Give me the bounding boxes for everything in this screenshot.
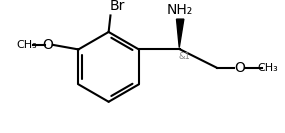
Text: &1: &1 xyxy=(179,52,191,61)
Polygon shape xyxy=(176,19,184,48)
Text: CH₃: CH₃ xyxy=(257,63,278,73)
Text: O: O xyxy=(235,61,245,75)
Text: CH₃: CH₃ xyxy=(17,40,37,50)
Text: O: O xyxy=(43,38,54,52)
Text: NH₂: NH₂ xyxy=(167,3,193,17)
Text: Br: Br xyxy=(110,0,125,13)
